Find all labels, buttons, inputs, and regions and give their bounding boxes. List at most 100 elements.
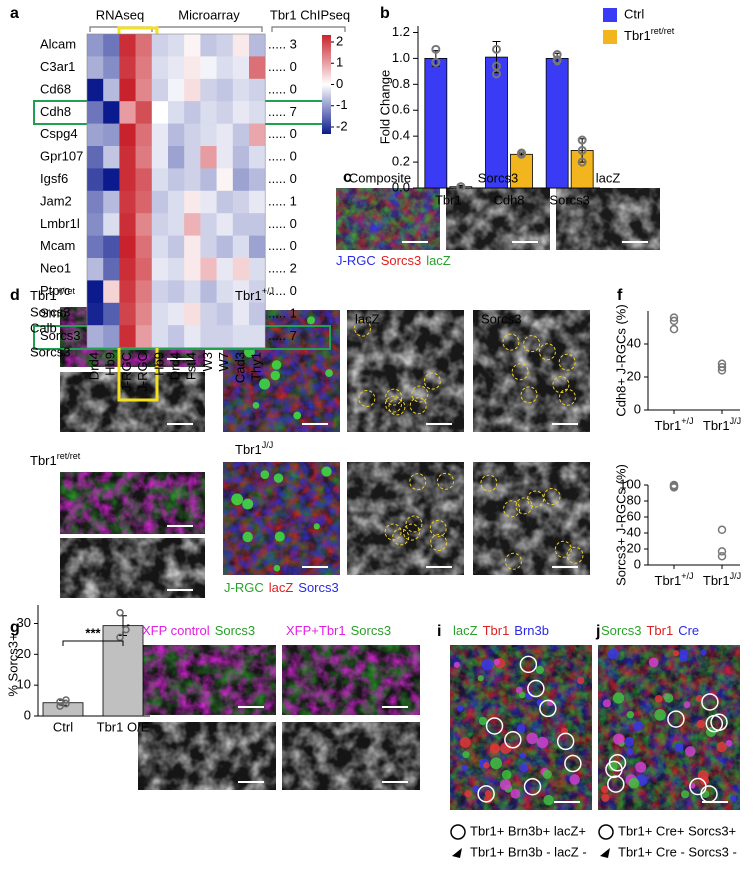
caption-part: J-RGC (336, 253, 376, 268)
micrograph-signal (556, 188, 660, 250)
micrograph-signal (446, 188, 550, 250)
micrograph-signal (598, 645, 740, 810)
heatmap-cell (216, 302, 234, 326)
chip-count: ..... 0 (268, 216, 297, 231)
heatmap-cell (232, 123, 250, 147)
marker-circle (411, 385, 429, 403)
heatmap-cell (87, 78, 104, 102)
cell (701, 790, 710, 799)
data-point (116, 608, 124, 617)
legend-label: Tbr1ret/ret (624, 26, 675, 43)
cell (577, 676, 585, 685)
caption-part: lacZ (269, 580, 294, 595)
text-superscript: +/J (262, 286, 274, 296)
bar (545, 58, 569, 189)
heatmap-cell (168, 235, 185, 259)
heatmap-cell (103, 168, 120, 192)
caption-part: Sorcs3 (381, 253, 421, 268)
cell (481, 658, 494, 671)
cell (271, 360, 282, 370)
heatmap-cell (232, 325, 250, 348)
cell (536, 699, 544, 707)
cell (683, 701, 691, 709)
heatmap-cell (168, 56, 185, 80)
cell (490, 757, 502, 770)
heatmap-cell (168, 258, 185, 281)
marker-circle (503, 500, 521, 518)
heatmap-cell (119, 34, 136, 57)
heatmap-cell (151, 56, 169, 80)
cell (459, 737, 471, 748)
y-tick-label: 0.4 (392, 128, 410, 143)
y-tick-label: 1.2 (392, 24, 410, 39)
heatmap-cell (103, 190, 120, 214)
micrographs (60, 188, 740, 810)
channel-label: Sorcs3 (481, 311, 521, 326)
y-tick-label: 0.6 (392, 102, 410, 117)
y-axis-label: Sorcs3+ J-RGCs (%) (613, 464, 628, 586)
text-superscript: +/J (681, 571, 693, 581)
heatmap-cell (200, 190, 217, 214)
caption-part: Sorcs3 (215, 623, 255, 638)
marker-circle (477, 785, 495, 803)
legend-icon (600, 848, 610, 858)
heatmap-cell (232, 190, 250, 214)
heatmap-cell (200, 258, 217, 281)
marker-circle (354, 319, 372, 337)
gene-label: Jam2 (40, 193, 72, 208)
column-label: W3 (200, 352, 215, 372)
heatmap-cell (119, 235, 136, 259)
marker-circle (423, 372, 441, 390)
heatmap-cell (232, 280, 250, 304)
heatmap-cell (232, 146, 250, 169)
caption-part: lacZ (453, 623, 478, 638)
heatmap-cell (135, 168, 153, 192)
chip-count: ..... 7 (268, 104, 297, 119)
cell (633, 721, 644, 732)
heatmap-cell (119, 213, 136, 236)
y-tick-label: 100 (619, 476, 641, 491)
heatmap-cell (103, 280, 120, 304)
marker-circle (385, 388, 403, 406)
cell (654, 709, 666, 721)
heatmap-cell (249, 146, 266, 169)
marker-circle (480, 474, 498, 492)
cell (519, 752, 527, 759)
heatmap-cell (87, 123, 104, 147)
heatmap-cell (87, 258, 104, 281)
heatmap-cell (232, 56, 250, 80)
heatmap-cell (103, 78, 120, 102)
cell (270, 370, 281, 381)
cell (679, 654, 688, 663)
column-label: Drd4 (168, 352, 183, 380)
heatmap-cell (87, 213, 104, 236)
column-label: Thy1 (249, 352, 264, 381)
data-point (517, 149, 526, 159)
heatmap-cell (87, 280, 104, 304)
heatmap-cell (168, 101, 185, 124)
gene-label: Neo1 (40, 261, 71, 276)
heatmap-cell (249, 56, 266, 80)
y-axis-label: % Sorcs3+ (5, 633, 20, 696)
cell (697, 769, 709, 781)
cell (307, 316, 315, 325)
marker-circle (710, 713, 728, 732)
marker-circle (402, 523, 420, 541)
micrograph-signal (60, 472, 205, 534)
heatmap-cell (249, 78, 266, 102)
marker-circle (543, 488, 561, 506)
cell (325, 369, 333, 377)
column-label: Hb9 (151, 352, 166, 376)
column-label: Hb9 (103, 352, 118, 376)
heatmap-cell (249, 302, 266, 326)
marker-circle (564, 754, 582, 773)
legend-icon (598, 824, 614, 840)
marker-circle (538, 343, 556, 361)
cell (273, 564, 281, 572)
panel-label: a (10, 5, 19, 22)
cell (542, 769, 552, 780)
cell (628, 777, 640, 789)
heatmap-cell (151, 123, 169, 147)
column-label: Cad3 (232, 352, 247, 383)
heatmap-cell (87, 190, 104, 214)
